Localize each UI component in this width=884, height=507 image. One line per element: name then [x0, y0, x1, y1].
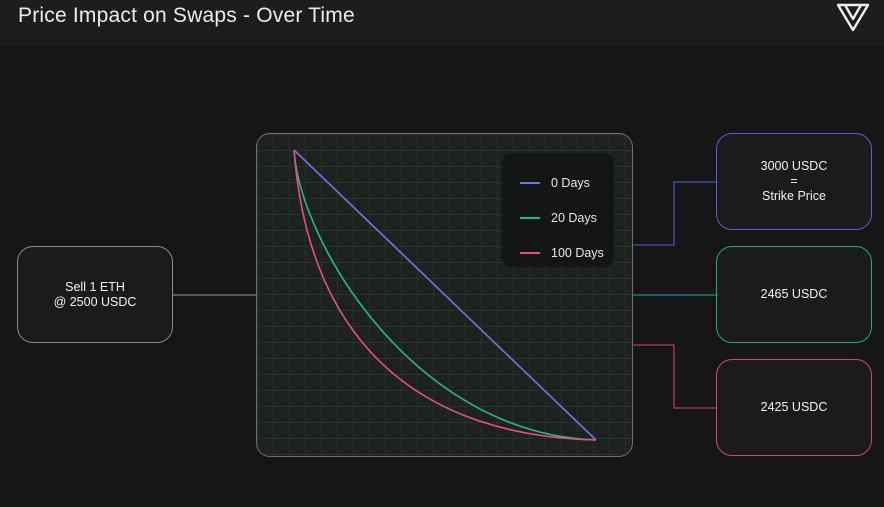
- legend-item-100-days: 100 Days: [520, 243, 604, 263]
- series-line-100-days: [293, 149, 597, 441]
- legend-item-20-days: 20 Days: [520, 208, 597, 228]
- output-connector-2425: [633, 344, 716, 409]
- legend-swatch-100-days: [520, 252, 540, 254]
- output-strike-line-3: Strike Price: [762, 189, 826, 203]
- chart-legend: 0 Days 20 Days 100 Days: [502, 153, 614, 267]
- output-connector-strike: [633, 181, 716, 246]
- output-box-strike-price: 3000 USDC = Strike Price: [716, 133, 872, 230]
- header-bar: Price Impact on Swaps - Over Time: [0, 0, 884, 46]
- series-line-20-days: [293, 149, 597, 441]
- output-2465-value: 2465 USDC: [760, 287, 828, 301]
- input-line-1: Sell 1 ETH: [65, 279, 125, 294]
- legend-item-0-days: 0 Days: [520, 173, 590, 193]
- input-box: Sell 1 ETH @ 2500 USDC: [17, 246, 173, 343]
- legend-swatch-20-days: [520, 217, 540, 219]
- output-box-2465: 2465 USDC: [716, 246, 872, 343]
- v-triangle-logo-icon: [836, 3, 870, 32]
- legend-label-20-days: 20 Days: [551, 211, 597, 225]
- chart-plot: [293, 149, 597, 441]
- input-line-2: @ 2500 USDC: [53, 294, 137, 309]
- legend-swatch-0-days: [520, 182, 540, 184]
- output-strike-line-1: 3000 USDC: [760, 159, 828, 173]
- output-strike-line-2: =: [790, 174, 798, 188]
- series-line-0-days: [293, 149, 597, 441]
- output-2425-value: 2425 USDC: [760, 400, 828, 414]
- page-title: Price Impact on Swaps - Over Time: [18, 4, 355, 27]
- output-box-2425: 2425 USDC: [716, 359, 872, 456]
- price-impact-chart: 0 Days 20 Days 100 Days: [256, 133, 633, 457]
- legend-label-100-days: 100 Days: [551, 246, 604, 260]
- legend-label-0-days: 0 Days: [551, 176, 590, 190]
